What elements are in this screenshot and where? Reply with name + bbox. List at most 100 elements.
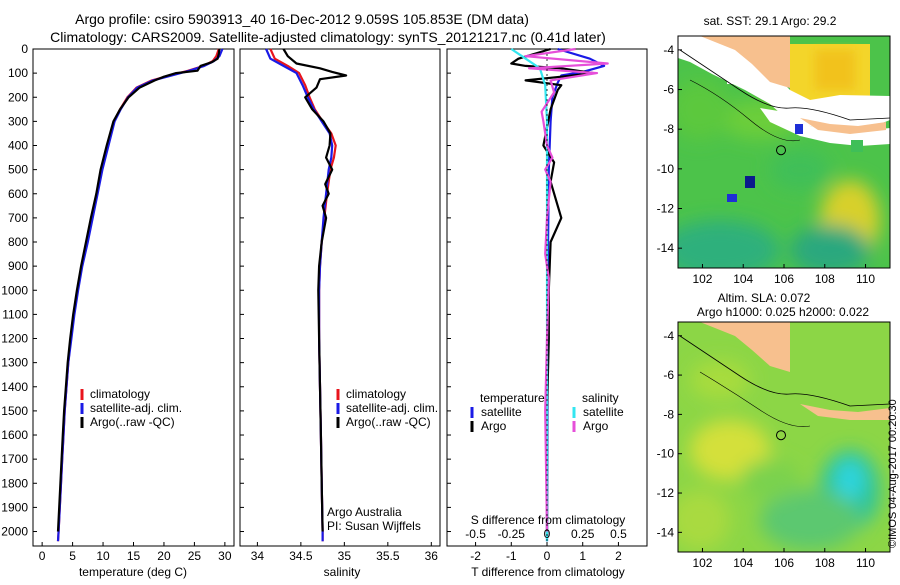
map-y-tick-label: -14: [657, 241, 675, 255]
series-line-climatology: [56, 48, 220, 542]
depth-tick-label: 200: [8, 90, 28, 104]
legend-label: climatology: [346, 387, 406, 401]
s-tick-label: -0.5: [465, 527, 486, 541]
x-tick-label: 0: [39, 549, 46, 563]
sla-map-axes: 102 104 106 108 110 -4 -6 -8 -10 -12 -14: [657, 329, 876, 570]
x-tick-label: 2: [615, 549, 622, 563]
legend-label: Argo: [481, 419, 507, 433]
depth-tick-label: 1600: [1, 428, 28, 442]
map-x-tick-label: 106: [774, 272, 794, 286]
salinity-panel-frame: [239, 48, 441, 547]
map-x-tick-label: 102: [692, 556, 712, 570]
sla-map-title-2: Argo h1000: 0.025 h2000: 0.022: [697, 305, 869, 319]
map-x-tick-label: 110: [856, 272, 875, 286]
depth-tick-label: 500: [8, 163, 28, 177]
legend-label: satellite-adj. clim.: [346, 401, 438, 415]
map-x-tick-label: 110: [856, 556, 875, 570]
s-tick-label: 0.25: [571, 527, 595, 541]
map-y-tick-label: -12: [657, 486, 675, 500]
series-line-salinity-argo: [524, 47, 609, 532]
series-line-salinity-satellite: [510, 48, 549, 542]
depth-tick-label: 1700: [1, 452, 28, 466]
sla-map-title-1: Altim. SLA: 0.072: [718, 291, 811, 305]
pi-name-label: PI: Susan Wijffels: [327, 519, 421, 533]
depth-tick-label: 100: [8, 66, 28, 80]
legend-label: Argo: [583, 419, 609, 433]
s-tick-label: 0: [544, 527, 551, 541]
legend-label: satellite: [583, 405, 624, 419]
s-tick-label: 0.5: [610, 527, 627, 541]
legend-label: climatology: [90, 387, 150, 401]
map-y-tick-label: -6: [663, 83, 674, 97]
sst-map-axes: 102 104 106 108 110 -4 -6 -8 -10 -12 -14: [657, 43, 876, 286]
depth-tick-label: 1800: [1, 476, 28, 490]
x-tick-label: -1: [506, 549, 517, 563]
salinity-plot: 34 34.5 35 35.5 36 climatologysatellite-adj. …: [251, 48, 439, 563]
depth-tick-label: 800: [8, 235, 28, 249]
map-y-tick-label: -6: [663, 368, 674, 382]
depth-tick-label: 2000: [1, 525, 28, 539]
map-y-tick-label: -4: [663, 329, 674, 343]
difference-plot: -2 -1 0 1 2 -0.5 -0.25 0 0.25 0.5 temperature salin…: [465, 47, 627, 563]
depth-tick-label: 1100: [2, 307, 28, 321]
x-tick-label: -2: [470, 549, 481, 563]
imos-credit: ©IMOS 04-Aug-2017 00:20:30: [887, 399, 899, 548]
salinity-axis-label: salinity: [324, 565, 361, 579]
temperature-panel-frame: [32, 48, 235, 547]
depth-tick-label: 600: [8, 187, 28, 201]
map-x-tick-label: 104: [733, 556, 753, 570]
sst-map-title: sat. SST: 29.1 Argo: 29.2: [704, 14, 837, 28]
argo-position-marker: [776, 430, 787, 441]
depth-tick-label: 300: [8, 114, 28, 128]
legend-title-temperature: temperature: [480, 391, 545, 405]
s-difference-axis-label: S difference from climatology: [471, 513, 626, 527]
x-tick-label: 35: [338, 549, 352, 563]
legend-label: satellite-adj. clim.: [90, 401, 182, 415]
series-line-climatology: [269, 48, 337, 542]
t-difference-axis-label: T difference from climatology: [471, 565, 625, 579]
x-tick-label: 1: [579, 549, 586, 563]
sla-map-field: [678, 322, 890, 552]
map-y-tick-label: -4: [663, 43, 674, 57]
map-x-tick-label: 102: [692, 272, 712, 286]
map-x-tick-label: 108: [815, 556, 835, 570]
temperature-axis-label: temperature (deg C): [79, 565, 187, 579]
s-tick-label: -0.25: [498, 527, 526, 541]
x-tick-label: 15: [127, 549, 141, 563]
sst-map-field: [678, 36, 890, 268]
map-x-tick-label: 104: [733, 272, 753, 286]
map-y-tick-label: -10: [657, 447, 675, 461]
x-tick-label: 35.5: [376, 549, 400, 563]
legend-title-salinity: salinity: [582, 391, 619, 405]
x-tick-label: 34.5: [289, 549, 313, 563]
x-tick-label: 5: [69, 549, 76, 563]
depth-tick-label: 400: [8, 139, 28, 153]
legend-label: satellite: [481, 405, 522, 419]
depth-tick-label: 1400: [1, 380, 28, 394]
depth-tick-label: 1300: [1, 356, 28, 370]
depth-tick-label: 900: [8, 259, 28, 273]
legend-label: Argo(..raw -QC): [90, 415, 175, 429]
legend-label: Argo(..raw -QC): [346, 415, 431, 429]
map-y-tick-label: -10: [657, 162, 675, 176]
map-x-tick-label: 108: [815, 272, 835, 286]
argo-australia-label: Argo Australia: [327, 505, 402, 519]
x-tick-label: 36: [425, 549, 439, 563]
depth-tick-label: 0: [21, 42, 28, 56]
depth-tick-label: 1900: [1, 500, 28, 514]
x-tick-label: 20: [157, 549, 171, 563]
series-line-satellite-adj-clim-: [56, 48, 224, 542]
x-tick-label: 30: [218, 549, 232, 563]
depth-tick-label: 1200: [1, 332, 28, 346]
x-tick-label: 10: [96, 549, 110, 563]
depth-tick-label: 700: [8, 211, 28, 225]
title-line-1: Argo profile: csiro 5903913_40 16-Dec-20…: [75, 11, 529, 27]
x-tick-label: 25: [188, 549, 202, 563]
map-y-tick-label: -12: [657, 202, 675, 216]
argo-position-marker: [776, 145, 787, 156]
series-line-temperature-argo: [510, 47, 595, 532]
x-tick-label: 34: [251, 549, 265, 563]
